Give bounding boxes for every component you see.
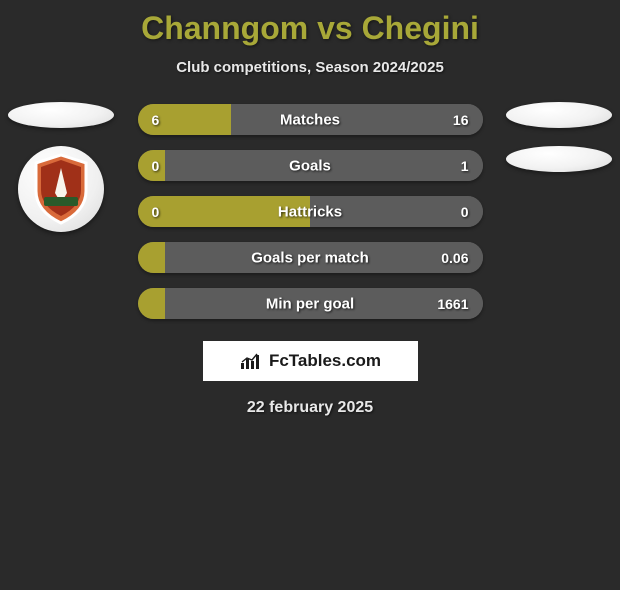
date-text: 22 february 2025 — [0, 399, 620, 417]
stat-bar-left — [138, 242, 166, 273]
logo-text: FcTables.com — [269, 351, 381, 371]
stat-value-right: 0 — [461, 204, 469, 220]
crest-placeholder-ellipse — [506, 146, 612, 172]
crest-placeholder-ellipse — [8, 102, 114, 128]
stat-bar-right — [231, 104, 483, 135]
comparison-container: Matches 6 16 Goals 0 1 Hattricks 0 0 Goals per ma… — [0, 104, 620, 319]
stat-value-left: 0 — [152, 204, 160, 220]
stat-bar-left — [138, 288, 166, 319]
stat-label: Matches — [280, 111, 340, 128]
stat-row: Goals per match 0.06 — [138, 242, 483, 273]
bars-icon — [239, 351, 263, 371]
stat-row: Matches 6 16 — [138, 104, 483, 135]
stat-value-right: 0.06 — [441, 250, 468, 266]
stat-value-right: 16 — [453, 112, 469, 128]
shield-icon — [30, 153, 92, 225]
stat-row: Hattricks 0 0 — [138, 196, 483, 227]
stat-value-left: 0 — [152, 158, 160, 174]
page-title: Channgom vs Chegini — [0, 10, 620, 47]
crest-placeholder-ellipse — [506, 102, 612, 128]
stat-label: Goals per match — [251, 249, 369, 266]
club-crest-left — [18, 146, 104, 232]
stat-value-right: 1 — [461, 158, 469, 174]
subtitle: Club competitions, Season 2024/2025 — [0, 59, 620, 76]
stat-value-right: 1661 — [437, 296, 468, 312]
stat-label: Goals — [289, 157, 331, 174]
source-logo: FcTables.com — [203, 341, 418, 381]
stat-value-left: 6 — [152, 112, 160, 128]
stat-label: Hattricks — [278, 203, 342, 220]
stat-label: Min per goal — [266, 295, 354, 312]
stat-row: Goals 0 1 — [138, 150, 483, 181]
left-player-column — [6, 102, 116, 232]
right-player-column — [504, 102, 614, 172]
stat-row: Min per goal 1661 — [138, 288, 483, 319]
stats-list: Matches 6 16 Goals 0 1 Hattricks 0 0 Goals per ma… — [138, 104, 483, 319]
